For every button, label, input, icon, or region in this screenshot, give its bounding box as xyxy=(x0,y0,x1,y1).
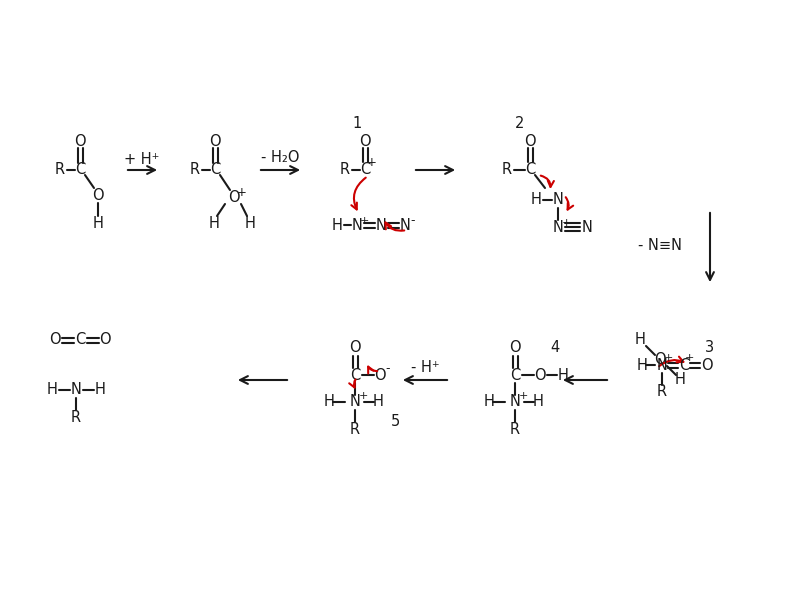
Text: O: O xyxy=(359,133,371,148)
Text: C: C xyxy=(510,367,520,383)
Text: 2: 2 xyxy=(515,115,525,130)
Text: - H⁺: - H⁺ xyxy=(410,361,439,376)
Text: O: O xyxy=(209,133,221,148)
Text: 4: 4 xyxy=(550,340,560,355)
Text: H: H xyxy=(323,395,334,409)
Text: O: O xyxy=(701,358,713,373)
Text: C: C xyxy=(525,163,535,178)
Text: O: O xyxy=(534,367,546,383)
Text: R: R xyxy=(71,409,81,425)
Text: H: H xyxy=(483,395,494,409)
Text: H: H xyxy=(245,215,255,230)
Text: H: H xyxy=(634,332,646,347)
Text: H: H xyxy=(558,367,569,383)
Text: O: O xyxy=(99,332,111,347)
Text: +: + xyxy=(237,185,247,199)
Text: +: + xyxy=(359,216,369,226)
Text: C: C xyxy=(75,332,85,347)
Text: O: O xyxy=(228,190,240,205)
Text: H: H xyxy=(530,193,542,208)
Text: H: H xyxy=(674,373,686,388)
Text: R: R xyxy=(350,421,360,437)
Text: N: N xyxy=(350,395,361,409)
Text: O: O xyxy=(74,133,86,148)
Text: +: + xyxy=(562,218,570,228)
Text: 3: 3 xyxy=(706,340,714,355)
Text: N: N xyxy=(553,193,563,208)
Text: O: O xyxy=(349,340,361,355)
Text: C: C xyxy=(360,163,370,178)
Text: +: + xyxy=(518,391,528,401)
Text: H: H xyxy=(637,358,647,373)
Text: O: O xyxy=(654,352,666,367)
Text: R: R xyxy=(340,163,350,178)
Text: O: O xyxy=(92,187,104,202)
Text: O: O xyxy=(49,332,61,347)
Text: H: H xyxy=(94,383,106,397)
Text: O: O xyxy=(509,340,521,355)
Text: R: R xyxy=(190,163,200,178)
Text: H: H xyxy=(373,395,383,409)
Text: -: - xyxy=(386,362,390,376)
Text: N: N xyxy=(399,217,410,232)
Text: C: C xyxy=(679,358,689,373)
Text: N: N xyxy=(553,220,563,235)
Text: H: H xyxy=(331,217,342,232)
Text: O: O xyxy=(524,133,536,148)
Text: C: C xyxy=(350,367,360,383)
Text: - N≡N: - N≡N xyxy=(638,238,682,253)
Text: H: H xyxy=(533,395,543,409)
Text: C: C xyxy=(75,163,85,178)
Text: +: + xyxy=(684,353,694,363)
Text: R: R xyxy=(502,163,512,178)
Text: +: + xyxy=(367,157,377,169)
Text: R: R xyxy=(510,421,520,437)
Text: N: N xyxy=(582,220,593,235)
Text: H: H xyxy=(93,215,103,230)
Text: N: N xyxy=(510,395,521,409)
Text: N: N xyxy=(657,358,667,373)
Text: R: R xyxy=(657,385,667,400)
Text: - H₂O: - H₂O xyxy=(261,151,299,166)
Text: N: N xyxy=(375,217,386,232)
Text: H: H xyxy=(209,215,219,230)
Text: 1: 1 xyxy=(352,115,362,130)
Text: 5: 5 xyxy=(390,415,400,430)
Text: + H⁺: + H⁺ xyxy=(124,151,160,166)
Text: O: O xyxy=(374,367,386,383)
Text: H: H xyxy=(46,383,58,397)
Text: C: C xyxy=(210,163,220,178)
Text: N: N xyxy=(70,383,82,397)
Text: -: - xyxy=(410,214,415,227)
Text: R: R xyxy=(55,163,65,178)
Text: N: N xyxy=(351,217,362,232)
Text: +: + xyxy=(663,353,673,363)
Text: +: + xyxy=(358,391,368,401)
